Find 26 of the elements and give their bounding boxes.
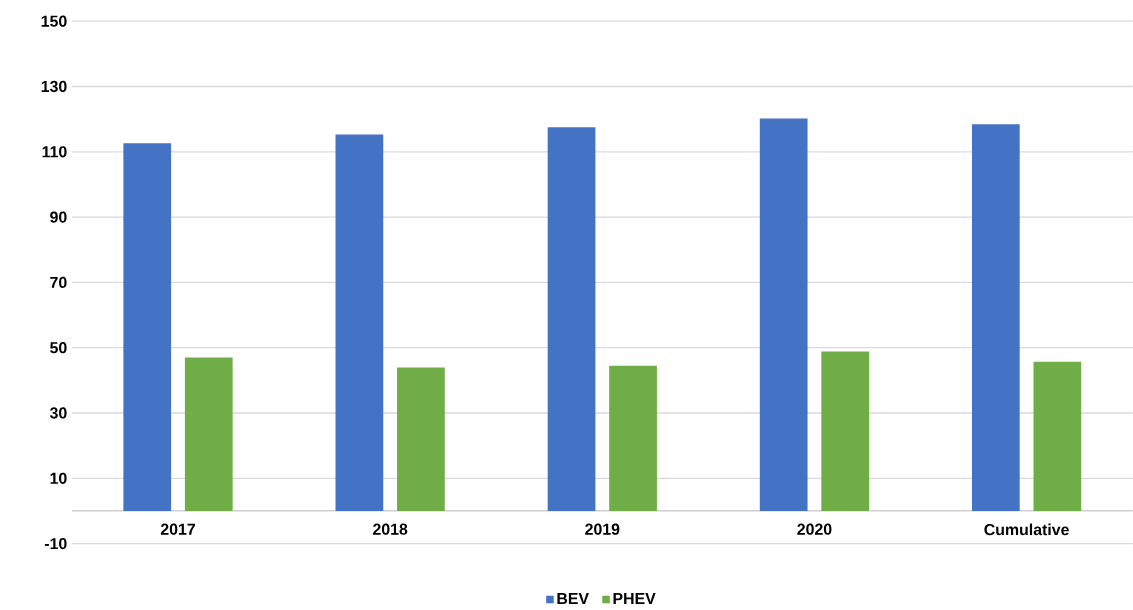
y-tick-label: 70 [50, 276, 67, 289]
y-tick-label: 90 [50, 211, 67, 223]
y-tick-label: 50 [50, 342, 67, 354]
legend-label: PHEV [613, 593, 656, 605]
bar [759, 118, 808, 512]
y-tick-label: 10 [50, 472, 67, 484]
x-tick-label: 2018 [373, 523, 408, 535]
bar [971, 124, 1020, 512]
y-tick-label: 150 [41, 15, 67, 27]
x-tick-label: 2019 [585, 523, 620, 535]
x-tick-label: 2017 [160, 523, 195, 535]
bar [335, 134, 384, 512]
y-tick-label: -10 [44, 538, 67, 550]
x-tick-label: Cumulative [984, 523, 1069, 536]
bar [1033, 361, 1082, 512]
y-tick-label: 130 [41, 80, 67, 93]
bar [184, 357, 233, 512]
bar [123, 143, 172, 512]
bar [821, 351, 870, 512]
y-tick-label: 30 [49, 407, 67, 419]
x-tick-label: 2020 [797, 523, 832, 535]
y-tick-label: 110 [42, 146, 67, 158]
bar [547, 127, 596, 512]
legend-label: BEV [557, 593, 589, 605]
bar [609, 365, 657, 512]
bar [397, 367, 445, 512]
